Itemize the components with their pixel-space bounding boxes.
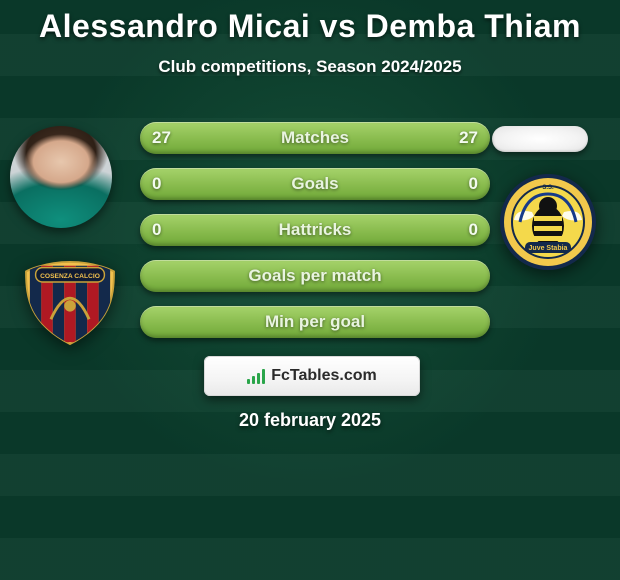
stat-right-value: 0	[469, 168, 478, 200]
stat-left-value: 0	[152, 214, 161, 246]
stat-left-value: 27	[152, 122, 171, 154]
stat-row: 0 Goals 0	[140, 168, 490, 200]
stat-right-value: 27	[459, 122, 478, 154]
stat-right-value: 0	[469, 214, 478, 246]
stat-row: Goals per match	[140, 260, 490, 292]
date-text: 20 february 2025	[0, 410, 620, 431]
stat-label: Goals	[291, 174, 338, 194]
stat-row: Min per goal	[140, 306, 490, 338]
club-left-crest: COSENZA CALCIO	[22, 260, 118, 346]
source-badge-text: FcTables.com	[271, 367, 377, 385]
stat-row: 0 Hattricks 0	[140, 214, 490, 246]
svg-text:S.S.: S.S.	[542, 185, 554, 191]
source-badge: FcTables.com	[204, 356, 420, 396]
page-title: Alessandro Micai vs Demba Thiam	[0, 0, 620, 45]
svg-text:Juve Stabia: Juve Stabia	[529, 245, 568, 252]
stat-label: Goals per match	[248, 266, 381, 286]
player-left-avatar	[10, 126, 112, 228]
page-subtitle: Club competitions, Season 2024/2025	[0, 57, 620, 77]
stat-label: Hattricks	[279, 220, 352, 240]
stat-row: 27 Matches 27	[140, 122, 490, 154]
stat-label: Min per goal	[265, 312, 365, 332]
stat-label: Matches	[281, 128, 349, 148]
svg-text:COSENZA CALCIO: COSENZA CALCIO	[40, 273, 100, 280]
stats-container: 27 Matches 27 0 Goals 0 0 Hattricks 0 Go…	[140, 122, 490, 352]
stat-left-value: 0	[152, 168, 161, 200]
club-right-crest: Juve Stabia S.S.	[498, 172, 598, 272]
bars-icon	[247, 368, 265, 384]
player-right-avatar	[492, 126, 588, 152]
